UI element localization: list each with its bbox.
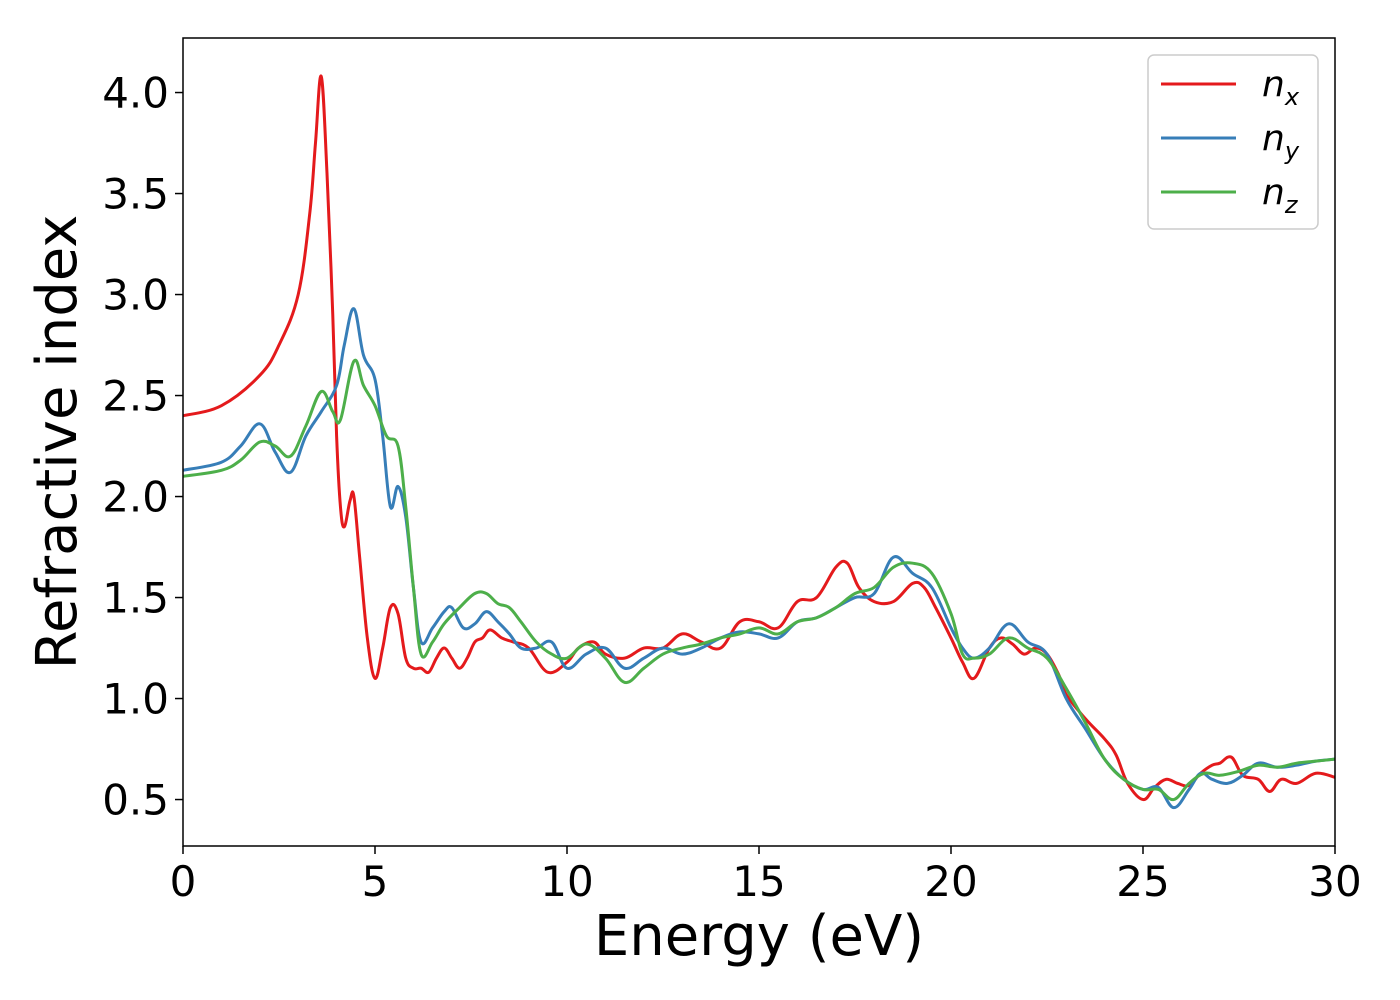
legend-label-subscript: y bbox=[1284, 137, 1300, 165]
legend-label-base: n bbox=[1262, 172, 1285, 213]
legend-box bbox=[1147, 54, 1319, 230]
y-tick-label: 0.5 bbox=[102, 776, 169, 825]
y-tick-label: 2.0 bbox=[102, 473, 169, 522]
legend-label-subscript: z bbox=[1284, 191, 1299, 219]
x-axis-title: Energy (eV) bbox=[594, 904, 924, 969]
y-tick-label: 3.0 bbox=[102, 271, 169, 320]
y-tick-label: 3.5 bbox=[102, 170, 169, 219]
legend-label: nz bbox=[1262, 172, 1299, 219]
series-layer bbox=[183, 74, 1335, 810]
series-group bbox=[183, 74, 1335, 810]
x-tick-label: 0 bbox=[170, 857, 197, 906]
x-tick-label: 5 bbox=[362, 857, 389, 906]
legend-label-base: n bbox=[1262, 64, 1285, 105]
plot-frame bbox=[182, 37, 1336, 847]
series-line-ny bbox=[183, 307, 1335, 810]
x-tick-label: 20 bbox=[924, 857, 977, 906]
axes-layer: 0 5 10 15 20 25 30 0.5 1.0 1.5 2.0 2.5 3.0 3.5 4.0 bbox=[102, 69, 1362, 906]
legend-label-subscript: x bbox=[1284, 83, 1300, 111]
y-tick-label: 2.5 bbox=[102, 372, 169, 421]
legend-label-base: n bbox=[1262, 118, 1285, 159]
y-tick-label: 1.5 bbox=[102, 574, 169, 623]
legend-label: ny bbox=[1262, 118, 1300, 165]
series-line-nz bbox=[183, 358, 1335, 802]
x-tick-label: 10 bbox=[540, 857, 593, 906]
series-line-nx bbox=[183, 74, 1335, 802]
y-tick-label: 1.0 bbox=[102, 675, 169, 724]
x-tick-label: 25 bbox=[1116, 857, 1169, 906]
x-tick-label: 15 bbox=[732, 857, 785, 906]
y-axis-title: Refractive index bbox=[25, 215, 90, 670]
y-tick-label: 4.0 bbox=[102, 69, 169, 118]
x-tick-label: 30 bbox=[1308, 857, 1361, 906]
legend-label: nx bbox=[1262, 64, 1300, 111]
